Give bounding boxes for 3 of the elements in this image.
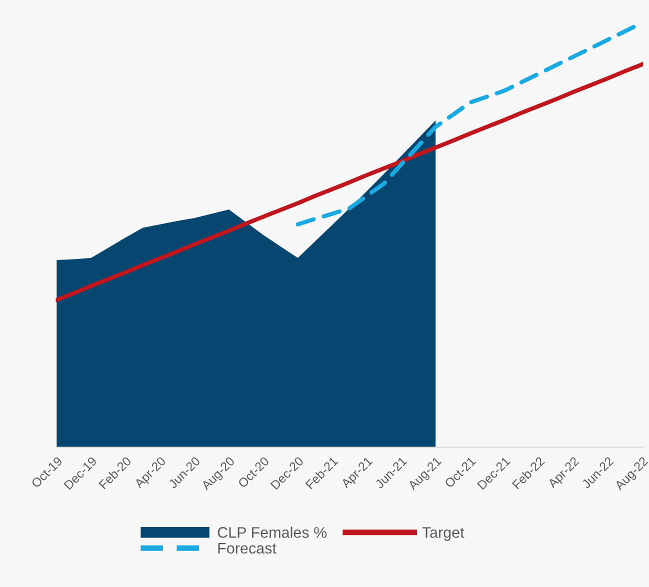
legend-label: Target — [422, 527, 464, 541]
legend-label: Forecast — [218, 542, 276, 554]
legend-label: CLP Females % — [218, 526, 327, 538]
